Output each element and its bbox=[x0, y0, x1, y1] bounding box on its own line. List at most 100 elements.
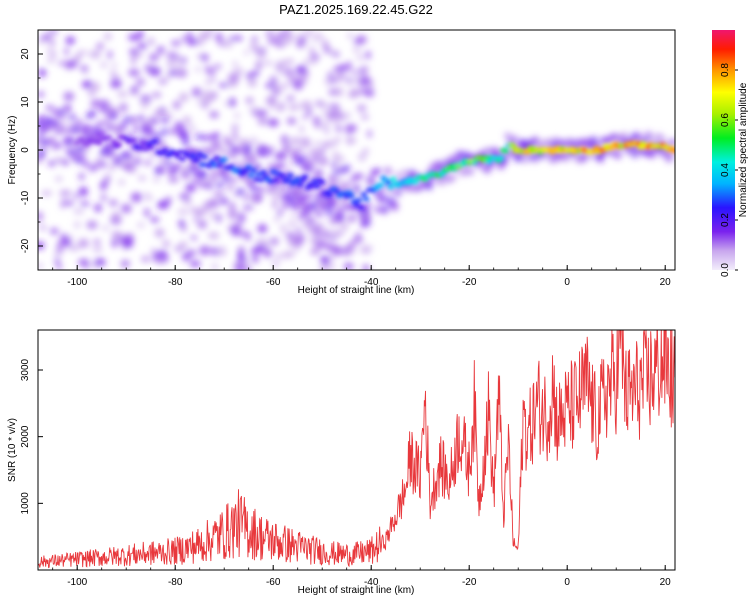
heatmap-noise-cell bbox=[199, 245, 211, 256]
snr-x-ticks: -100 -80 -60 -40 -20 0 20 bbox=[52, 565, 671, 588]
heatmap-halo-cell bbox=[384, 166, 392, 173]
heatmap-noise-cell bbox=[271, 199, 278, 209]
heatmap-noise-cell bbox=[296, 103, 305, 110]
heatmap-noise-cell bbox=[251, 255, 259, 263]
heatmap-noise-cell bbox=[90, 99, 102, 108]
heatmap-noise-cell bbox=[333, 72, 344, 82]
heatmap-noise-cell bbox=[38, 91, 45, 98]
heatmap-noise-cell bbox=[333, 66, 339, 72]
heatmap-noise-cell bbox=[151, 247, 156, 256]
heatmap-noise-cell bbox=[94, 203, 102, 213]
heatmap-halo-cell bbox=[147, 129, 155, 136]
heatmap-halo-cell bbox=[181, 139, 189, 146]
heatmap-halo-cell bbox=[38, 150, 45, 157]
heatmap-noise-cell bbox=[158, 78, 168, 85]
heatmap-halo-cell bbox=[562, 152, 570, 159]
heatmap-halo-cell bbox=[171, 127, 179, 134]
heatmap-halo-cell bbox=[192, 178, 200, 185]
heatmap-halo-cell bbox=[254, 196, 262, 203]
heatmap-halo-cell bbox=[302, 161, 310, 168]
heatmap-noise-cell bbox=[201, 103, 208, 109]
heatmap-noise-cell bbox=[321, 44, 329, 49]
heatmap-noise-cell bbox=[93, 238, 101, 246]
heatmap-noise-cell bbox=[234, 113, 240, 119]
heatmap-halo-cell bbox=[284, 193, 292, 200]
heatmap-noise-cell bbox=[286, 95, 295, 101]
heatmap-ridge-cell bbox=[353, 202, 360, 208]
heatmap-halo-cell bbox=[209, 148, 217, 155]
heatmap-noise-cell bbox=[242, 205, 254, 210]
snr-panel: -100 -80 -60 -40 -20 0 20 1000 2000 3000 Height … bbox=[7, 329, 676, 596]
heatmap-halo-cell bbox=[257, 186, 265, 193]
heatmap-ridge-cell bbox=[78, 137, 86, 142]
heatmap-halo-cell bbox=[278, 152, 286, 159]
spectrogram-heatmap bbox=[38, 30, 675, 270]
heatmap-halo-cell bbox=[123, 151, 131, 158]
heatmap-ridge-cell bbox=[343, 194, 350, 199]
heatmap-ridge-cell bbox=[272, 177, 279, 183]
heatmap-noise-cell bbox=[245, 97, 254, 104]
heatmap-noise-cell bbox=[257, 117, 268, 126]
heatmap-noise-cell bbox=[209, 111, 219, 119]
heatmap-ridge-cell bbox=[326, 192, 333, 198]
heatmap-noise-cell bbox=[292, 136, 301, 145]
heatmap-noise-cell bbox=[284, 67, 293, 77]
heatmap-noise-cell bbox=[218, 83, 229, 88]
heatmap-halo-cell bbox=[161, 128, 169, 135]
heatmap-noise-cell bbox=[301, 40, 306, 49]
heatmap-noise-cell bbox=[305, 100, 313, 110]
heatmap-noise-cell bbox=[302, 114, 308, 120]
heatmap-noise-cell bbox=[286, 117, 297, 125]
heatmap-ridge-cell bbox=[309, 183, 316, 189]
heatmap-noise-cell bbox=[238, 212, 245, 223]
spectrogram-x-ticks: -100 -80 -60 -40 -20 0 20 bbox=[52, 265, 671, 288]
heatmap-ridge-cell bbox=[470, 160, 478, 165]
heatmap-ridge-cell bbox=[147, 144, 154, 150]
heatmap-halo-cell bbox=[109, 123, 117, 130]
heatmap-noise-cell bbox=[173, 51, 178, 61]
heatmap-noise-cell bbox=[337, 64, 348, 72]
heatmap-noise-cell bbox=[56, 264, 62, 270]
heatmap-background-noise bbox=[38, 30, 375, 270]
heatmap-noise-cell bbox=[272, 192, 282, 201]
heatmap-noise-cell bbox=[351, 238, 357, 245]
heatmap-ridge-cell bbox=[377, 182, 385, 188]
heatmap-noise-cell bbox=[65, 36, 75, 45]
heatmap-halo-cell bbox=[336, 214, 344, 221]
heatmap-halo-cell bbox=[449, 154, 457, 161]
heatmap-halo-cell bbox=[569, 139, 577, 146]
heatmap-noise-cell bbox=[128, 69, 140, 77]
heatmap-noise-cell bbox=[129, 48, 139, 55]
heatmap-noise-cell bbox=[251, 111, 261, 116]
heatmap-noise-cell bbox=[238, 138, 249, 145]
heatmap-noise-cell bbox=[329, 255, 334, 263]
heatmap-halo-cell bbox=[144, 135, 152, 142]
heatmap-noise-cell bbox=[147, 37, 155, 46]
heatmap-halo-cell bbox=[634, 132, 642, 139]
heatmap-noise-cell bbox=[39, 225, 47, 231]
heatmap-noise-cell bbox=[112, 231, 123, 240]
heatmap-halo-cell bbox=[326, 202, 334, 209]
colorbar-label: Normalized spectral amplitude bbox=[738, 82, 749, 217]
heatmap-noise-cell bbox=[329, 79, 335, 84]
heatmap-halo-cell bbox=[61, 106, 69, 113]
snr-y-ticks: 1000 2000 3000 bbox=[20, 358, 43, 514]
heatmap-halo-cell bbox=[425, 184, 433, 191]
heatmap-noise-cell bbox=[133, 124, 140, 133]
heatmap-halo-cell bbox=[298, 155, 306, 162]
x-tick-label: -20 bbox=[462, 577, 477, 588]
heatmap-noise-cell bbox=[274, 214, 280, 223]
heatmap-halo-cell bbox=[103, 118, 111, 125]
heatmap-noise-cell bbox=[294, 244, 300, 253]
heatmap-halo-cell bbox=[68, 114, 76, 121]
heatmap-noise-cell bbox=[210, 167, 219, 175]
heatmap-noise-cell bbox=[232, 132, 238, 142]
heatmap-noise-cell bbox=[346, 127, 352, 136]
heatmap-halo-cell bbox=[387, 187, 395, 194]
heatmap-noise-cell bbox=[316, 101, 322, 106]
heatmap-noise-cell bbox=[332, 247, 342, 256]
heatmap-noise-cell bbox=[280, 134, 289, 144]
heatmap-halo-cell bbox=[79, 153, 87, 160]
heatmap-noise-cell bbox=[153, 177, 160, 183]
heatmap-noise-cell bbox=[178, 92, 189, 102]
